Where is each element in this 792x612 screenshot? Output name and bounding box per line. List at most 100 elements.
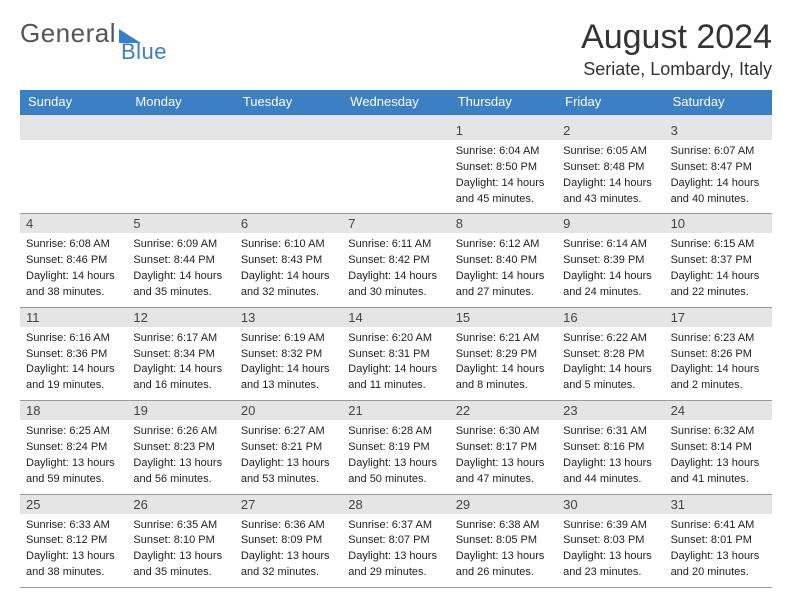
- sunset-text: Sunset: 8:47 PM: [671, 160, 766, 175]
- daylight-text-2: and 2 minutes.: [671, 378, 766, 393]
- day-info: Sunrise: 6:23 AMSunset: 8:26 PMDaylight:…: [671, 331, 766, 393]
- sunset-text: Sunset: 8:37 PM: [671, 253, 766, 268]
- day-number: 2: [557, 121, 664, 140]
- day-info: Sunrise: 6:41 AMSunset: 8:01 PMDaylight:…: [671, 518, 766, 580]
- calendar-day-cell: 12 Sunrise: 6:17 AMSunset: 8:34 PMDayligh…: [127, 308, 234, 401]
- calendar-day-cell: 21Sunrise: 6:28 AMSunset: 8:19 PMDayligh…: [342, 401, 449, 494]
- dow-header: Wednesday: [342, 90, 449, 115]
- sunset-text: Sunset: 8:43 PM: [241, 253, 336, 268]
- day-info: Sunrise: 6:32 AMSunset: 8:14 PMDaylight:…: [671, 424, 766, 486]
- day-info: Sunrise: 6:11 AMSunset: 8:42 PMDaylight:…: [348, 237, 443, 299]
- dow-header: Monday: [127, 90, 234, 115]
- calendar-day-cell: 22Sunrise: 6:30 AMSunset: 8:17 PMDayligh…: [450, 401, 557, 494]
- day-number: 29: [450, 495, 557, 514]
- sunset-text: Sunset: 8:16 PM: [563, 440, 658, 455]
- sunset-text: Sunset: 8:03 PM: [563, 533, 658, 548]
- day-number: 3: [665, 121, 772, 140]
- daylight-text-2: and 43 minutes.: [563, 192, 658, 207]
- day-number: 19: [127, 401, 234, 420]
- sunrise-text: Sunrise: 6:37 AM: [348, 518, 443, 533]
- sunset-text: Sunset: 8:24 PM: [26, 440, 121, 455]
- day-number: 8: [450, 214, 557, 233]
- day-number: 23: [557, 401, 664, 420]
- calendar-day-cell: 23 Sunrise: 6:31 AMSunset: 8:16 PMDayligh…: [557, 401, 664, 494]
- day-info: Sunrise: 6:22 AMSunset: 8:28 PMDaylight:…: [563, 331, 658, 393]
- daylight-text-2: and 35 minutes.: [133, 565, 228, 580]
- calendar-day-cell: 20Sunrise: 6:27 AMSunset: 8:21 PMDayligh…: [235, 401, 342, 494]
- calendar-day-cell: 26Sunrise: 6:35 AMSunset: 8:10 PMDayligh…: [127, 495, 234, 588]
- sunset-text: Sunset: 8:14 PM: [671, 440, 766, 455]
- day-number: 18: [20, 401, 127, 420]
- title-block: August 2024 Seriate, Lombardy, Italy: [581, 18, 772, 80]
- sunset-text: Sunset: 8:23 PM: [133, 440, 228, 455]
- sunrise-text: Sunrise: 6:38 AM: [456, 518, 551, 533]
- daylight-text-1: Daylight: 13 hours: [563, 456, 658, 471]
- day-number: 25: [20, 495, 127, 514]
- daylight-text-1: Daylight: 13 hours: [671, 549, 766, 564]
- day-number: [235, 121, 342, 140]
- sunrise-text: Sunrise: 6:05 AM: [563, 144, 658, 159]
- daylight-text-1: Daylight: 14 hours: [671, 362, 766, 377]
- sunrise-text: Sunrise: 6:08 AM: [26, 237, 121, 252]
- calendar-day-cell: 18Sunrise: 6:25 AMSunset: 8:24 PMDayligh…: [20, 401, 127, 494]
- daylight-text-2: and 29 minutes.: [348, 565, 443, 580]
- sunrise-text: Sunrise: 6:32 AM: [671, 424, 766, 439]
- day-number: 16: [557, 308, 664, 327]
- daylight-text-2: and 38 minutes.: [26, 285, 121, 300]
- daylight-text-1: Daylight: 14 hours: [456, 176, 551, 191]
- sunrise-text: Sunrise: 6:35 AM: [133, 518, 228, 533]
- sunrise-text: Sunrise: 6:10 AM: [241, 237, 336, 252]
- day-number: [20, 121, 127, 140]
- day-info: Sunrise: 6:08 AMSunset: 8:46 PMDaylight:…: [26, 237, 121, 299]
- day-info: Sunrise: 6:16 AMSunset: 8:36 PMDaylight:…: [26, 331, 121, 393]
- calendar-header-row: SundayMondayTuesdayWednesdayThursdayFrid…: [20, 90, 772, 115]
- day-info: Sunrise: 6:30 AMSunset: 8:17 PMDaylight:…: [456, 424, 551, 486]
- daylight-text-2: and 38 minutes.: [26, 565, 121, 580]
- daylight-text-1: Daylight: 14 hours: [26, 362, 121, 377]
- daylight-text-2: and 44 minutes.: [563, 472, 658, 487]
- sunrise-text: Sunrise: 6:31 AM: [563, 424, 658, 439]
- daylight-text-1: Daylight: 14 hours: [241, 269, 336, 284]
- sunset-text: Sunset: 8:34 PM: [133, 347, 228, 362]
- daylight-text-2: and 35 minutes.: [133, 285, 228, 300]
- sunset-text: Sunset: 8:19 PM: [348, 440, 443, 455]
- calendar-day-cell: 24 Sunrise: 6:32 AMSunset: 8:14 PMDayligh…: [665, 401, 772, 494]
- day-number: [127, 121, 234, 140]
- day-info: Sunrise: 6:10 AMSunset: 8:43 PMDaylight:…: [241, 237, 336, 299]
- sunset-text: Sunset: 8:31 PM: [348, 347, 443, 362]
- day-info: Sunrise: 6:38 AMSunset: 8:05 PMDaylight:…: [456, 518, 551, 580]
- calendar-blank-cell: [235, 121, 342, 214]
- day-info: Sunrise: 6:17 AMSunset: 8:34 PMDaylight:…: [133, 331, 228, 393]
- day-number: 12: [127, 308, 234, 327]
- daylight-text-2: and 22 minutes.: [671, 285, 766, 300]
- daylight-text-2: and 40 minutes.: [671, 192, 766, 207]
- calendar-day-cell: 31Sunrise: 6:41 AMSunset: 8:01 PMDayligh…: [665, 495, 772, 588]
- calendar-day-cell: 27Sunrise: 6:36 AMSunset: 8:09 PMDayligh…: [235, 495, 342, 588]
- calendar-day-cell: 17Sunrise: 6:23 AMSunset: 8:26 PMDayligh…: [665, 308, 772, 401]
- day-number: 24: [665, 401, 772, 420]
- day-info: Sunrise: 6:26 AMSunset: 8:23 PMDaylight:…: [133, 424, 228, 486]
- sunset-text: Sunset: 8:40 PM: [456, 253, 551, 268]
- daylight-text-1: Daylight: 13 hours: [348, 456, 443, 471]
- sunrise-text: Sunrise: 6:04 AM: [456, 144, 551, 159]
- daylight-text-2: and 27 minutes.: [456, 285, 551, 300]
- daylight-text-2: and 32 minutes.: [241, 285, 336, 300]
- daylight-text-2: and 8 minutes.: [456, 378, 551, 393]
- day-number: [342, 121, 449, 140]
- day-info: Sunrise: 6:33 AMSunset: 8:12 PMDaylight:…: [26, 518, 121, 580]
- sunset-text: Sunset: 8:01 PM: [671, 533, 766, 548]
- daylight-text-1: Daylight: 14 hours: [133, 362, 228, 377]
- calendar-day-cell: 11Sunrise: 6:16 AMSunset: 8:36 PMDayligh…: [20, 308, 127, 401]
- brand-blue: Blue: [121, 39, 167, 65]
- sunset-text: Sunset: 8:32 PM: [241, 347, 336, 362]
- sunset-text: Sunset: 8:48 PM: [563, 160, 658, 175]
- sunrise-text: Sunrise: 6:09 AM: [133, 237, 228, 252]
- daylight-text-1: Daylight: 13 hours: [241, 549, 336, 564]
- day-number: 9: [557, 214, 664, 233]
- daylight-text-1: Daylight: 14 hours: [456, 362, 551, 377]
- sunrise-text: Sunrise: 6:41 AM: [671, 518, 766, 533]
- sunset-text: Sunset: 8:17 PM: [456, 440, 551, 455]
- daylight-text-1: Daylight: 14 hours: [133, 269, 228, 284]
- day-info: Sunrise: 6:12 AMSunset: 8:40 PMDaylight:…: [456, 237, 551, 299]
- sunrise-text: Sunrise: 6:16 AM: [26, 331, 121, 346]
